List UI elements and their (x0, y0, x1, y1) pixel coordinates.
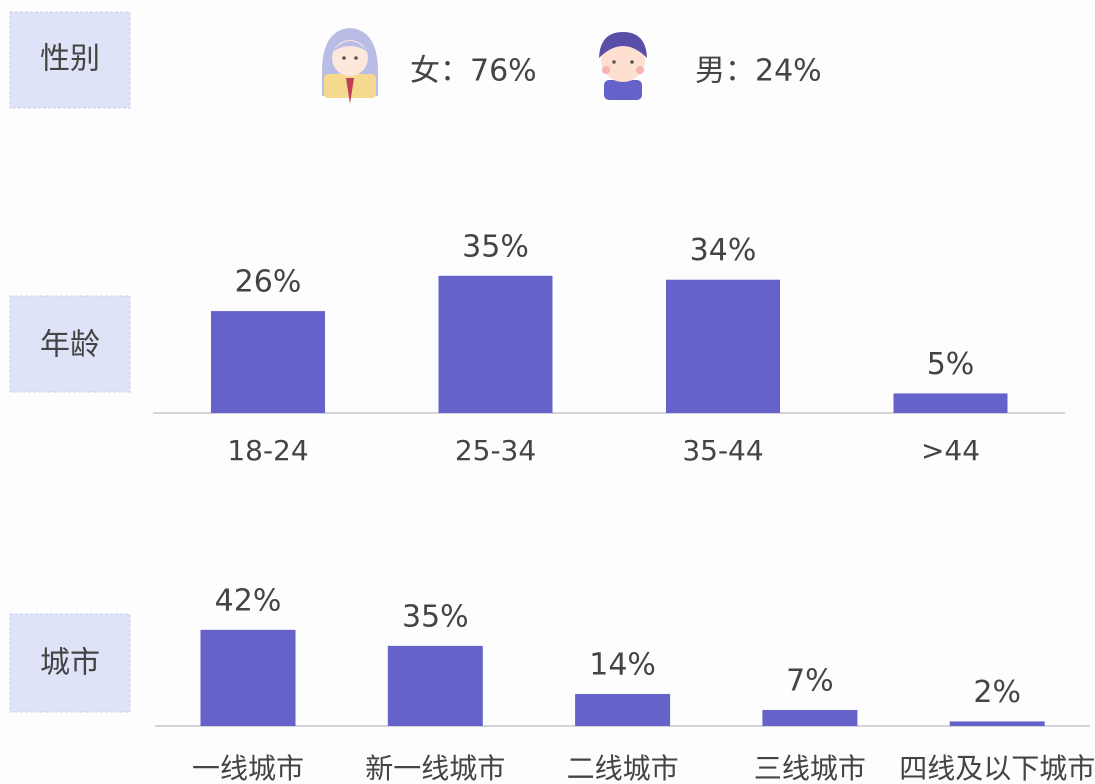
bar (893, 393, 1008, 413)
value-label: 7% (786, 663, 834, 698)
gender-stat: 女：76% (410, 54, 537, 89)
section-box (9, 613, 131, 713)
value-label: 42% (215, 583, 282, 618)
category-label: 25-34 (455, 434, 536, 467)
bar (666, 279, 780, 413)
bar (438, 275, 553, 413)
value-label: 26% (235, 265, 302, 300)
category-label: 18-24 (227, 434, 308, 467)
male-icon (599, 32, 647, 100)
category-label: 三线城市 (754, 752, 866, 784)
value-label: 34% (690, 233, 757, 268)
category-label: 一线城市 (192, 752, 304, 784)
section-label: 年龄 (40, 328, 100, 363)
bar (949, 721, 1045, 726)
section-label: 性别 (40, 42, 100, 77)
bar (762, 709, 858, 726)
bar (211, 311, 325, 413)
category-label: >44 (921, 434, 980, 467)
value-label: 2% (973, 675, 1021, 710)
value-label: 5% (927, 347, 975, 382)
female-icon (322, 28, 378, 104)
value-label: 14% (589, 647, 656, 682)
value-label: 35% (402, 599, 469, 634)
section-box (9, 295, 131, 393)
bar (200, 629, 296, 726)
section-label: 城市 (40, 646, 100, 681)
section-box (9, 11, 131, 109)
gender-stat: 男：24% (695, 54, 822, 89)
bar (387, 645, 483, 726)
bar (575, 693, 671, 726)
category-label: 35-44 (682, 434, 763, 467)
value-label: 35% (462, 229, 529, 264)
category-label: 四线及以下城市 (899, 752, 1095, 784)
category-label: 新一线城市 (365, 752, 505, 784)
category-label: 二线城市 (567, 752, 679, 784)
